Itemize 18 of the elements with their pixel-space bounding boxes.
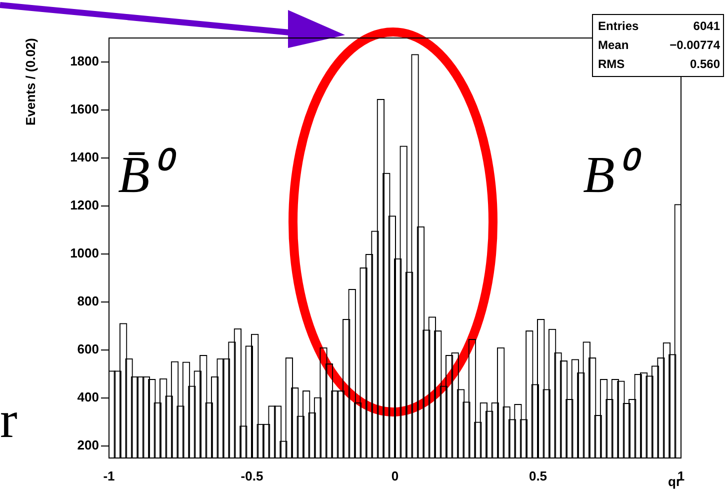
x-tick-label: 0 [391, 468, 399, 484]
x-tick-label: -1 [103, 468, 115, 484]
y-tick-label: 600 [77, 342, 99, 357]
text: Mean −0.00774 [598, 38, 720, 52]
text: r [0, 392, 18, 449]
y-tick-label: 1200 [70, 198, 99, 213]
text: RMS 0.560 [598, 57, 720, 71]
x-tick-label: -0.5 [240, 468, 264, 484]
y-tick-label: 1000 [70, 246, 99, 261]
y-tick-label: 1800 [70, 54, 99, 69]
y-tick-label: 800 [77, 294, 99, 309]
y-tick-label: 1600 [70, 102, 99, 117]
x-tick-label: 0.5 [528, 468, 548, 484]
y-tick-label: 1400 [70, 150, 99, 165]
y-axis-title: Events / (0.02) [23, 38, 38, 126]
y-tick-label: 200 [77, 438, 99, 453]
y-tick-label: 400 [77, 390, 99, 405]
text: Entries 6041 [598, 19, 720, 33]
